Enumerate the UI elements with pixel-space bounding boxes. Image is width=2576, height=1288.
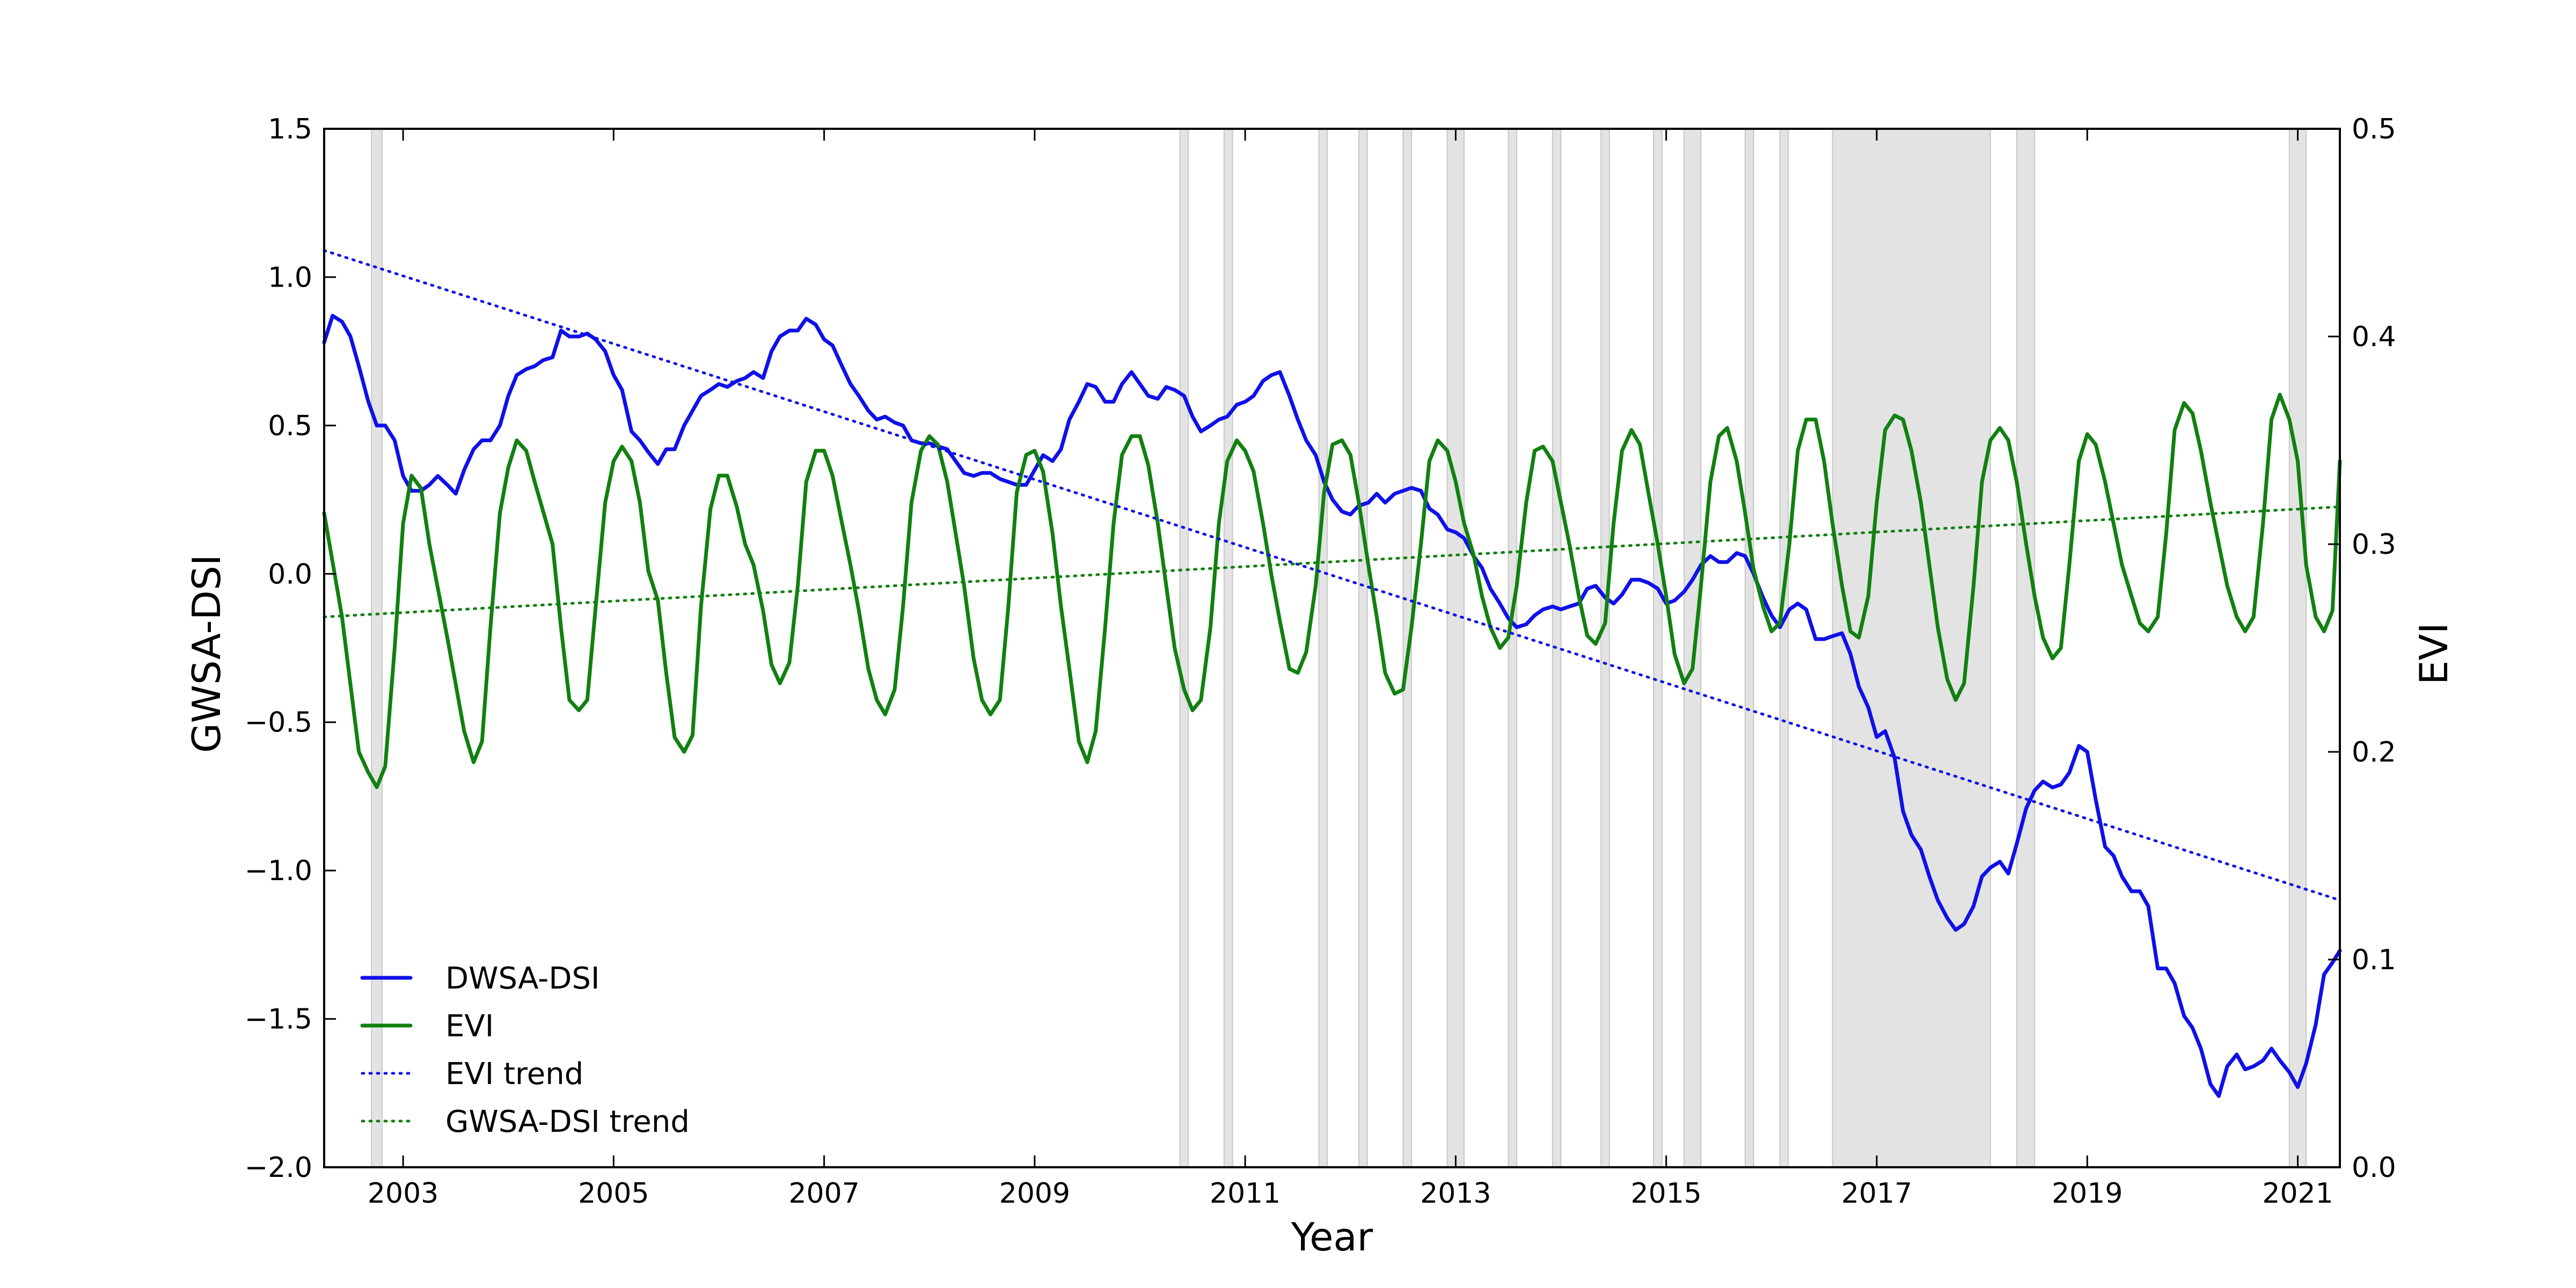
y-axis-ticks: −2.0 −1.5 −1.0 −0.5 0.0 0.5 1.0 1.5 (245, 113, 336, 1184)
y-tick-label: 0.5 (268, 410, 312, 442)
drought-band (1359, 129, 1367, 1167)
y-tick-label: −2.0 (245, 1152, 312, 1184)
drought-band (1684, 129, 1701, 1167)
legend-label: GWSA-DSI trend (445, 1104, 690, 1139)
y-tick-label: −1.0 (245, 855, 312, 887)
x-tick-label: 2011 (1210, 1177, 1280, 1210)
y2-axis-ticks: 0.0 0.1 0.2 0.3 0.4 0.5 (2328, 113, 2396, 1184)
drought-band (1224, 129, 1233, 1167)
x-tick-label: 2013 (1420, 1177, 1491, 1210)
x-tick-label: 2021 (2262, 1177, 2333, 1210)
y2-tick-label: 0.4 (2352, 321, 2396, 353)
x-axis-title: Year (1291, 1214, 1373, 1260)
drought-band (1745, 129, 1754, 1167)
drought-band (1601, 129, 1609, 1167)
y-tick-label: 1.0 (268, 261, 312, 294)
y-tick-label: 1.5 (268, 113, 312, 145)
drought-band (1319, 129, 1327, 1167)
drought-band (1447, 129, 1464, 1167)
x-tick-label: 2015 (1631, 1177, 1702, 1210)
x-tick-label: 2007 (788, 1177, 859, 1210)
legend-label: EVI trend (445, 1057, 583, 1092)
y2-tick-label: 0.2 (2352, 736, 2396, 769)
x-tick-label: 2017 (1841, 1177, 1912, 1210)
y2-axis-title: EVI (2411, 623, 2456, 685)
series-line-gwsa-dsi-trend (324, 507, 2340, 617)
drought-band (2017, 129, 2035, 1167)
series-lines (324, 251, 2340, 1096)
x-tick-label: 2005 (578, 1177, 649, 1210)
y-tick-label: −1.5 (245, 1004, 312, 1036)
y2-tick-label: 0.0 (2352, 1152, 2396, 1184)
series-line-dwsa-dsi (324, 316, 2340, 1096)
drought-band (1780, 129, 1789, 1167)
y-axis-title: GWSA-DSI (184, 554, 229, 753)
y2-tick-label: 0.3 (2352, 529, 2396, 561)
series-line-evi-trend (324, 251, 2340, 901)
plot-frame (324, 129, 2340, 1167)
drought-band (1509, 129, 1517, 1167)
series-line-evi (324, 394, 2340, 787)
drought-band (1180, 129, 1189, 1167)
drought-band (371, 129, 382, 1167)
x-axis-ticks: 2003 2005 2007 2009 2011 2013 2015 2017 2019 2021 (368, 129, 2333, 1210)
y2-tick-label: 0.1 (2352, 944, 2396, 976)
legend-label: EVI (445, 1009, 494, 1044)
legend: DWSA-DSI EVI EVI trend GWSA-DSI trend (362, 961, 690, 1139)
y2-tick-label: 0.5 (2352, 113, 2396, 145)
drought-band (1653, 129, 1662, 1167)
y-tick-label: −0.5 (245, 707, 312, 739)
drought-band (2289, 129, 2306, 1167)
x-tick-label: 2019 (2052, 1177, 2123, 1210)
x-tick-label: 2009 (999, 1177, 1070, 1210)
x-tick-label: 2003 (368, 1177, 438, 1210)
y-tick-label: 0.0 (268, 558, 312, 590)
legend-label: DWSA-DSI (445, 961, 600, 996)
